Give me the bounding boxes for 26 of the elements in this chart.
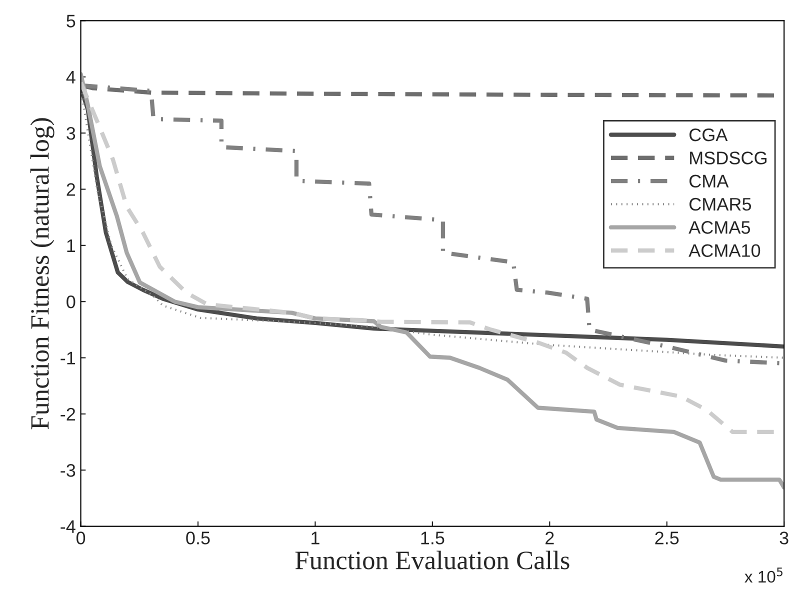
y-axis-title: Function Fitness (natural log) [30,118,54,430]
x-axis-title: Function Evaluation Calls [295,550,570,570]
y-tick-label: 1 [67,240,76,252]
legend-label: CGA [689,128,728,142]
x-tick-label: 2 [546,532,554,544]
legend-label: ACMA10 [688,244,760,257]
y-tick-label: 3 [66,127,76,140]
y-tick-label: 0 [66,296,76,308]
x-tick-label: 2.5 [655,532,679,544]
y-tick-label: 2 [66,183,76,196]
text: x 10$^{5}$ [744,568,782,583]
legend-label: CMA [689,174,729,188]
legend-label: CMAR5 [689,198,752,211]
x-tick-label: 0.5 [186,532,210,544]
y-tick-label: -2 [60,408,76,420]
y-tick-label: -3 [60,464,76,477]
y-tick-label: 4 [66,71,76,84]
y-tick-label: -1 [60,352,76,364]
y-tick-label: 5 [66,14,76,28]
x-tick-label: 1 [312,532,320,544]
legend-label: MSDSCG [690,152,766,164]
y-tick-label: -4 [60,520,76,533]
legend-label: ACMA5 [688,221,750,234]
x-tick-label: 1.5 [421,532,444,544]
x-tick-label: 3 [780,532,788,544]
x-tick-label: 0 [76,532,86,544]
